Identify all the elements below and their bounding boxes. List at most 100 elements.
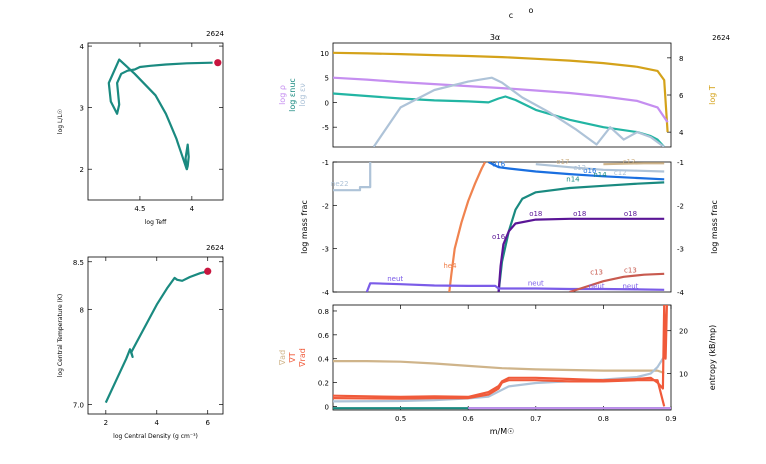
rhoT-ylabel: log Central Temperature (K)	[57, 294, 64, 377]
hr-xtick-label-0: 4.5	[134, 205, 145, 213]
abund-curve-label-18: c13	[590, 269, 603, 277]
top-ytick-label-0: -5	[322, 124, 329, 132]
bottom-xlabel: m/M☉	[490, 427, 515, 436]
top-right-axis-label: log T	[708, 85, 717, 105]
abund-curve-label-3: o16	[583, 167, 597, 175]
top-left-label-0: log ρ	[278, 85, 287, 105]
abund-curve-label-11: o18	[573, 210, 586, 218]
hr-xlabel: log Teff	[145, 219, 167, 226]
hr-series-0	[107, 58, 213, 171]
rhoT-xtick-label-1: 4	[155, 419, 160, 427]
rhoT-xtick-label-0: 2	[104, 419, 108, 427]
rhoT-ytick-label-2: 8.5	[73, 259, 84, 267]
bottom-right-axis-label: entropy (kB/mp)	[708, 325, 717, 390]
abund-curve-label-5: n14	[566, 176, 580, 184]
rhoT-series-group	[104, 270, 208, 404]
abund-right-ylabel: log mass frac	[710, 200, 719, 254]
abund-ytick-right-label-1: -3	[677, 246, 684, 254]
hr-current-model-dot	[214, 59, 222, 67]
bottom-rtick-label-0: 10	[679, 371, 688, 379]
abund-curve-label-16: neut	[589, 283, 605, 291]
top-left-label-2: log εν	[298, 83, 307, 107]
abund-series-ne22	[333, 162, 372, 192]
bottom-ytick-label-0: 0	[325, 403, 329, 411]
bottom-rtick-label-1: 20	[679, 328, 688, 336]
top-series-logT	[333, 51, 669, 133]
abund-ytick-label-2: -2	[322, 202, 329, 210]
top-profile-panel: -5 0 5 10 4 6 8 log T log ρ log εnuc log εν	[278, 42, 717, 148]
bottom-series-nabla_T	[333, 379, 666, 407]
hr-xtick-label-1: 4	[190, 205, 195, 213]
top-rtick-label-0: 4	[679, 129, 684, 137]
bottom-series-group	[333, 305, 671, 410]
top-ytick-label-3: 10	[320, 50, 329, 58]
top-ytick-label-1: 0	[325, 99, 329, 107]
abund-curve-label-2: o16	[492, 160, 506, 168]
top-rtick-label-2: 8	[679, 55, 683, 63]
central-rho-t-panel: 2 4 6 7.0 8 8.5 log Central Density (g cm⁻³) lo…	[57, 256, 224, 440]
title-c: c	[509, 11, 513, 20]
rhoT-frame	[87, 256, 224, 415]
bottom-series-nabla_rad	[333, 305, 668, 398]
abund-curve-label-14: neut	[387, 275, 403, 283]
model-number-hr: 2624	[206, 30, 224, 38]
abund-curve-label-9: o17	[556, 158, 569, 166]
abund-series-o17	[603, 162, 665, 166]
abund-series-he4	[448, 162, 487, 292]
abund-curve-label-17: neut	[622, 283, 638, 291]
bottom-xtick-label-0: 0.5	[395, 415, 406, 423]
title-o: o	[529, 6, 534, 15]
model-number-rho-t: 2624	[206, 244, 224, 252]
abundance-panel: -4 -4 -3 -3 -2 -2 -1 -1 log mass frac log mass fr…	[300, 158, 719, 297]
abund-ytick-label-1: -3	[322, 246, 329, 254]
bottom-left-label-1: ∇T	[288, 352, 297, 363]
rhoT-xtick-label-2: 6	[205, 419, 210, 427]
bottom-frame	[332, 304, 672, 411]
hr-ytick-label-1: 3	[80, 105, 84, 113]
top-ytick-label-2: 5	[325, 75, 329, 83]
abund-curve-label-6: n14	[593, 171, 607, 179]
abund-series-o18	[497, 217, 665, 292]
hr-diagram-panel: 4.5 4 2 3 4 log Teff log L/L☉	[57, 42, 224, 226]
bottom-xtick-label-4: 0.9	[665, 415, 676, 423]
abund-curve-label-1: he4	[443, 262, 457, 270]
rhoT-current-model-dot	[204, 267, 212, 275]
abund-ytick-right-label-0: -4	[677, 289, 685, 297]
bottom-ytick-label-1: 0.2	[318, 380, 329, 388]
bottom-xtick-label-2: 0.7	[530, 415, 541, 423]
abund-curve-label-10: o18	[529, 210, 542, 218]
abund-curve-label-15: neut	[528, 280, 544, 288]
rhoT-ytick-label-0: 7.0	[73, 401, 84, 409]
bottom-left-label-2: ∇rad	[298, 348, 307, 368]
bottom-ytick-label-3: 0.6	[318, 332, 330, 340]
abund-series-c13	[569, 272, 665, 292]
bottom-left-label-0: ∇ad	[278, 350, 287, 366]
top-series-group	[333, 51, 669, 147]
bottom-ytick-label-4: 0.8	[318, 308, 329, 316]
gradient-panel: 0.5 0.6 0.7 0.8 0.9 0 0.2 0.4 0.6 0.8 10 20 m/M☉ entr…	[278, 304, 717, 436]
bottom-ytick-label-2: 0.4	[318, 356, 330, 364]
abund-curve-label-7: c12	[614, 169, 627, 177]
abund-curve-label-13: o16	[492, 233, 506, 241]
hr-ytick-label-2: 4	[80, 43, 85, 51]
model-number-profile: 2624	[712, 34, 730, 42]
abund-ytick-right-label-2: -2	[677, 202, 684, 210]
bottom-xtick-label-3: 0.8	[598, 415, 609, 423]
bottom-series-nabla_ad	[333, 360, 665, 375]
abund-series-c12	[535, 163, 665, 173]
abund-ylabel: log mass frac	[300, 200, 309, 254]
abund-series-o16	[487, 162, 665, 181]
top-series-logEnuc	[333, 92, 666, 147]
hr-series-group	[107, 58, 213, 171]
rhoT-xlabel: log Central Density (g cm⁻³)	[113, 433, 198, 440]
abund-series-neut	[365, 282, 665, 292]
abund-curve-label-4: c12	[573, 164, 586, 172]
bottom-xtick-label-1: 0.6	[463, 415, 475, 423]
top-rtick-label-1: 6	[679, 92, 684, 100]
top-series-logEnu	[372, 76, 665, 147]
top-left-label-1: log εnuc	[288, 78, 297, 112]
bottom-series-entropy	[333, 355, 666, 403]
abund-frame	[332, 161, 672, 293]
